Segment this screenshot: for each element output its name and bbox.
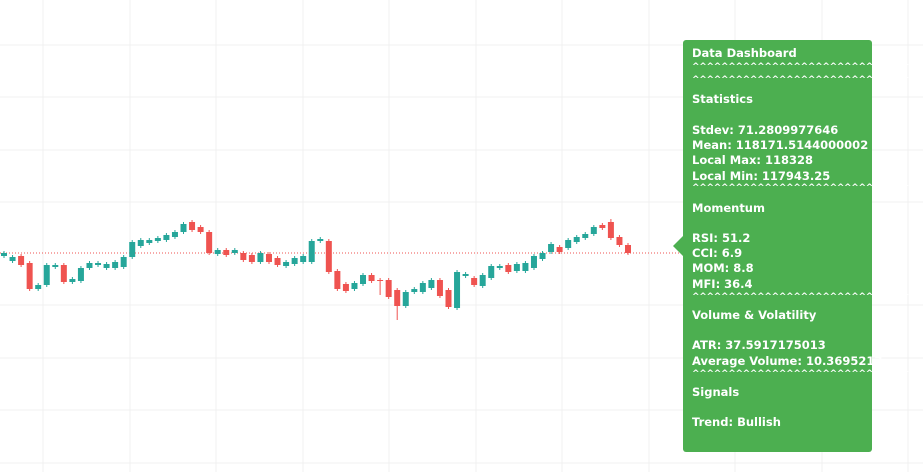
candle-body	[240, 253, 247, 260]
candle-body	[471, 278, 478, 285]
separator: ^^^^^^^^^^^^^^^^^^^^^^^^^^^^^^^	[692, 369, 917, 379]
candle-body	[454, 272, 461, 308]
candle-body	[385, 280, 392, 297]
candle-body	[274, 258, 281, 265]
candle-body	[26, 263, 33, 289]
separator: ^^^^^^^^^^^^^^^^^^^^^^^^^^^^^^^	[692, 75, 917, 85]
candle-body	[206, 232, 213, 253]
candle-body	[513, 264, 520, 271]
candle-body	[556, 247, 563, 252]
stat-item: CCI: 6.9	[692, 246, 743, 260]
candle-body	[334, 271, 341, 289]
section-heading: Signals	[692, 385, 740, 399]
stat-item: RSI: 51.2	[692, 231, 751, 245]
candle-body	[95, 263, 102, 265]
stat-item: MFI: 36.4	[692, 277, 753, 291]
candle-body	[625, 245, 631, 253]
candle-body	[180, 224, 187, 232]
candle-body	[351, 283, 358, 289]
candle-body	[60, 265, 67, 282]
candle-body	[522, 263, 529, 271]
candle-body	[283, 262, 290, 266]
separator: ^^^^^^^^^^^^^^^^^^^^^^^^^^^^^^^	[692, 183, 917, 193]
candle-body	[231, 250, 238, 253]
candle-body	[189, 222, 196, 230]
candle-body	[368, 275, 375, 281]
stat-item: Trend: Bullish	[692, 415, 781, 429]
candle-body	[18, 256, 25, 265]
stat-item: MOM: 8.8	[692, 261, 754, 275]
candle-body	[308, 241, 315, 262]
candle-body	[530, 256, 537, 268]
stat-item: ATR: 37.5917175013	[692, 338, 826, 352]
candle-body	[317, 239, 324, 241]
candle-body	[154, 238, 161, 241]
candle-body	[445, 290, 452, 307]
section-heading: Volume & Volatility	[692, 308, 817, 322]
candle-body	[291, 258, 298, 264]
stat-item: Stdev: 71.2809977646	[692, 123, 839, 137]
candle-body	[248, 255, 255, 262]
stat-item: Average Volume: 10.3695217	[692, 354, 883, 368]
candle-body	[120, 257, 127, 267]
stat-item: Local Min: 117943.25	[692, 169, 831, 183]
candle-body	[9, 257, 16, 261]
separator: ^^^^^^^^^^^^^^^^^^^^^^^^^^^^^^^	[692, 292, 917, 302]
candle-body	[377, 280, 384, 281]
candle-body	[52, 265, 59, 267]
candle-body	[428, 280, 435, 288]
candle-body	[265, 254, 272, 262]
candle-body	[214, 250, 221, 254]
panel-title: Data Dashboard	[692, 46, 797, 60]
candle-body	[137, 240, 144, 246]
data-dashboard: Data Dashboard ^^^^^^^^^^^^^^^^^^^^^^^^^…	[683, 40, 917, 452]
panel-pointer	[673, 236, 683, 256]
candle-body	[257, 253, 264, 262]
candle-body	[197, 227, 204, 232]
stat-item: Local Max: 118328	[692, 153, 813, 167]
candle-body	[342, 284, 349, 291]
section-heading: Statistics	[692, 92, 753, 106]
stat-item: Mean: 118171.5144000002	[692, 138, 869, 152]
candle-body	[112, 262, 119, 268]
candle-body	[300, 256, 307, 262]
candle-body	[163, 235, 170, 240]
candle-body	[616, 237, 623, 245]
candle-body	[171, 232, 178, 237]
candle-body	[462, 274, 469, 276]
candle-body	[565, 240, 572, 248]
candle-body	[582, 234, 589, 238]
candle-body	[103, 264, 110, 268]
candle-body	[69, 279, 76, 282]
candle-body	[223, 250, 230, 255]
candle-body	[573, 237, 580, 242]
candle-body	[548, 244, 555, 252]
candle-body	[43, 265, 50, 285]
candle-body	[77, 268, 84, 281]
candle-body	[488, 266, 495, 278]
candle-body	[411, 289, 418, 292]
candle-body	[35, 285, 42, 289]
candle-body	[394, 290, 401, 306]
candle-body	[496, 266, 503, 268]
candle-body	[599, 225, 606, 228]
candle-body	[129, 242, 136, 257]
candle-body	[419, 283, 426, 292]
candle-body	[402, 292, 409, 306]
candle-body	[505, 265, 512, 272]
candle-body	[590, 227, 597, 234]
candle-body	[539, 253, 546, 259]
candle-body	[479, 275, 486, 286]
candle-body	[436, 280, 443, 296]
candle-body	[86, 263, 93, 268]
candle-body	[1, 253, 7, 256]
candle-body	[607, 222, 614, 238]
candle-body	[325, 241, 332, 272]
candle-body	[360, 275, 367, 284]
separator: ^^^^^^^^^^^^^^^^^^^^^^^^^^^^^^^	[692, 62, 917, 72]
section-heading: Momentum	[692, 201, 765, 215]
candle-body	[146, 240, 153, 243]
